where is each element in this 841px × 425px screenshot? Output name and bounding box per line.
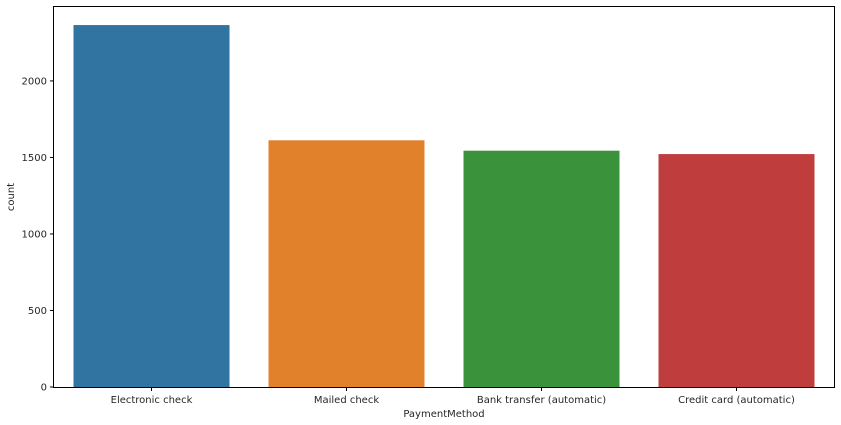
- y-tick-label: 0: [41, 383, 47, 394]
- y-tick-label: 2000: [22, 76, 47, 87]
- x-tick-label: Bank transfer (automatic): [477, 395, 606, 406]
- bar-electronic-check: [73, 25, 230, 387]
- y-tick-label: 1000: [22, 229, 47, 240]
- bar-mailed-check: [268, 140, 425, 387]
- y-axis-label: count: [6, 183, 17, 211]
- bar-credit-card-automatic: [658, 154, 815, 387]
- x-tick-label: Mailed check: [314, 395, 379, 406]
- y-axis: 0 500 1000 1500 2000: [22, 76, 54, 394]
- x-tick-label: Electronic check: [111, 395, 193, 406]
- x-axis: Electronic check Mailed check Bank transfe…: [111, 387, 795, 406]
- y-tick-label: 1500: [22, 153, 47, 164]
- x-tick-label: Credit card (automatic): [678, 395, 795, 406]
- bar-bank-transfer-automatic: [463, 150, 620, 387]
- bars: [73, 25, 815, 387]
- plot-frame: [53, 6, 835, 388]
- x-axis-label: PaymentMethod: [403, 409, 484, 420]
- y-tick-label: 500: [28, 306, 47, 317]
